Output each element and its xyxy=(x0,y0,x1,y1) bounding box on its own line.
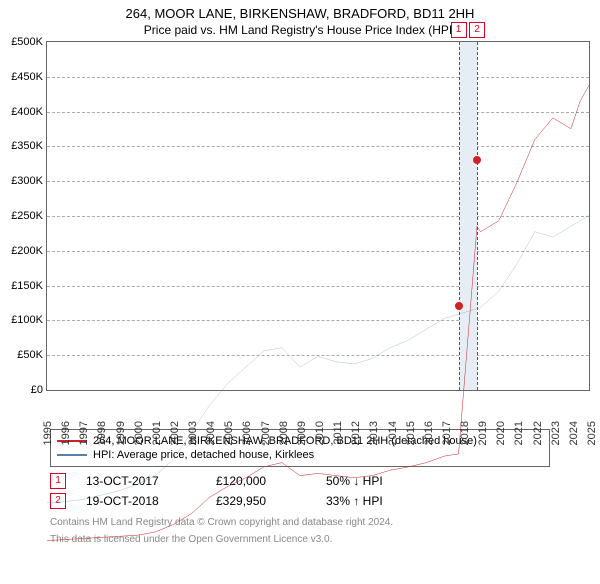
y-tick-label: £350K xyxy=(11,140,47,152)
y-tick-label: £300K xyxy=(11,175,47,187)
x-tick-label: 2001 xyxy=(151,421,163,445)
x-tick-label: 2023 xyxy=(550,421,562,445)
x-tick-label: 2004 xyxy=(205,421,217,445)
x-tick-label: 2005 xyxy=(223,421,235,445)
y-tick-label: £0 xyxy=(31,384,47,396)
y-tick-label: £50K xyxy=(17,349,47,361)
x-tick-label: 2011 xyxy=(332,421,344,445)
x-tick-label: 2018 xyxy=(459,421,471,445)
x-tick-label: 2015 xyxy=(405,421,417,445)
chart-area: £0£50K£100K£150K£200K£250K£300K£350K£400… xyxy=(46,41,590,421)
x-tick-label: 2017 xyxy=(441,421,453,445)
x-tick-label: 2002 xyxy=(169,421,181,445)
y-tick-label: £100K xyxy=(11,314,47,326)
x-tick-label: 1998 xyxy=(96,421,108,445)
chart-subtitle: Price paid vs. HM Land Registry's House … xyxy=(0,21,600,41)
x-tick-label: 2021 xyxy=(513,421,525,445)
x-tick-label: 2025 xyxy=(586,421,598,445)
x-tick-label: 2000 xyxy=(133,421,145,445)
chart-title: 264, MOOR LANE, BIRKENSHAW, BRADFORD, BD… xyxy=(0,0,600,21)
x-tick-label: 2003 xyxy=(187,421,199,445)
y-tick-label: £200K xyxy=(11,245,47,257)
x-tick-label: 2006 xyxy=(241,421,253,445)
plot-area: £0£50K£100K£150K£200K£250K£300K£350K£400… xyxy=(46,41,590,391)
x-tick-label: 2009 xyxy=(296,421,308,445)
x-tick-label: 2012 xyxy=(350,421,362,445)
x-tick-label: 1999 xyxy=(115,421,127,445)
y-tick-label: £150K xyxy=(11,280,47,292)
x-tick-label: 1995 xyxy=(42,421,54,445)
x-tick-label: 2014 xyxy=(387,421,399,445)
sale-marker-1: 1 xyxy=(451,22,467,38)
x-tick-label: 2019 xyxy=(477,421,489,445)
x-tick-label: 2020 xyxy=(495,421,507,445)
y-tick-label: £400K xyxy=(11,106,47,118)
x-tick-label: 2022 xyxy=(532,421,544,445)
x-tick-label: 2010 xyxy=(314,421,326,445)
x-tick-label: 2016 xyxy=(423,421,435,445)
x-tick-label: 1996 xyxy=(60,421,72,445)
x-tick-label: 1997 xyxy=(78,421,90,445)
x-tick-label: 2024 xyxy=(568,421,580,445)
x-tick-label: 2008 xyxy=(278,421,290,445)
y-tick-label: £450K xyxy=(11,71,47,83)
y-tick-label: £250K xyxy=(11,210,47,222)
x-tick-label: 2013 xyxy=(368,421,380,445)
x-axis: 1995199619971998199920002001200220032004… xyxy=(46,391,590,421)
x-tick-label: 2007 xyxy=(260,421,272,445)
y-tick-label: £500K xyxy=(11,36,47,48)
sale-marker-2: 2 xyxy=(469,22,485,38)
